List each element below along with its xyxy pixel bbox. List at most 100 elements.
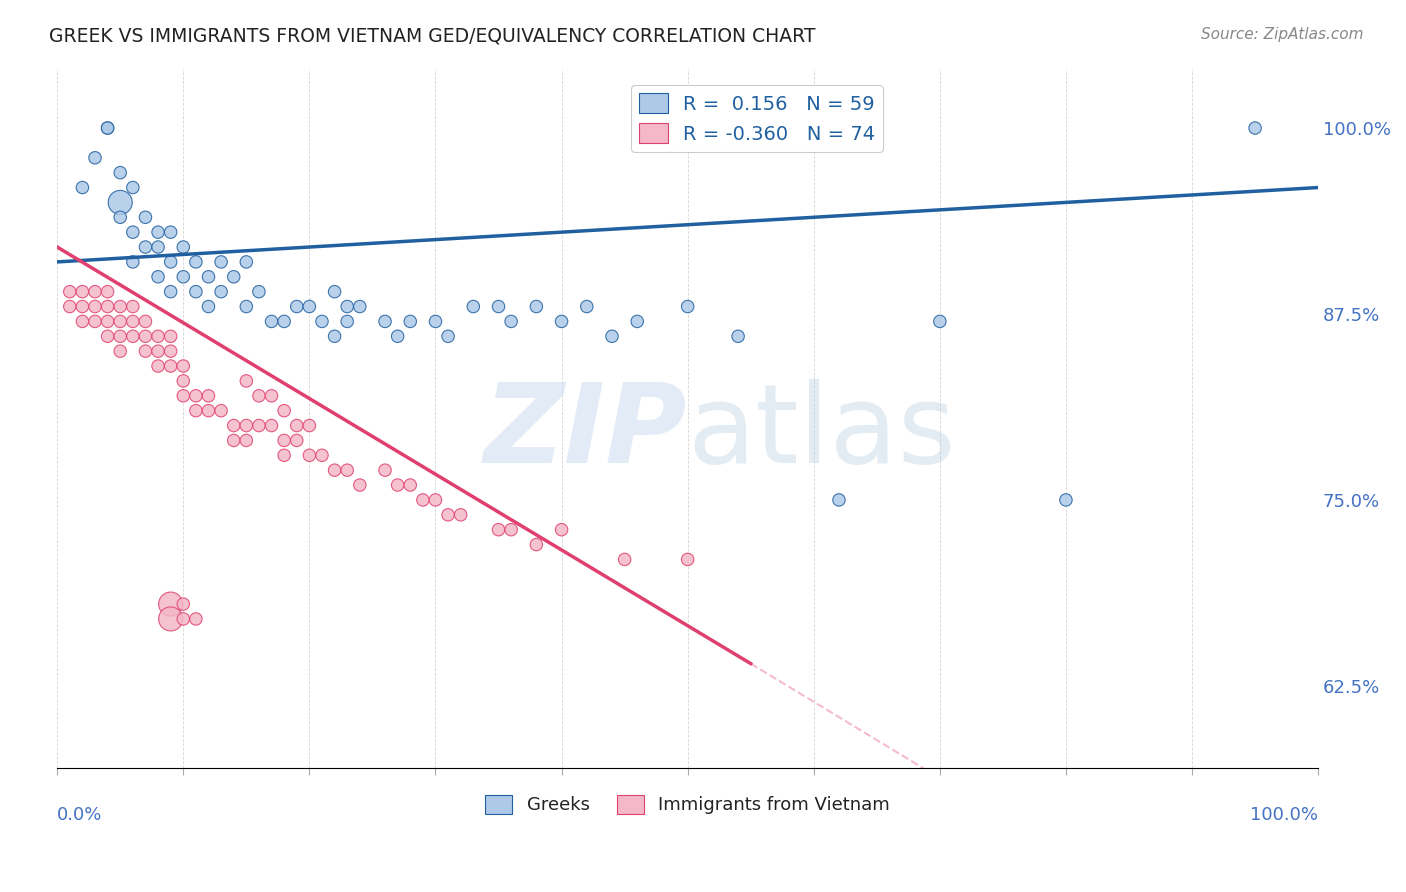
- Point: [197, 269, 219, 284]
- Point: [323, 329, 346, 343]
- Point: [501, 523, 523, 537]
- Point: [159, 597, 181, 611]
- Point: [374, 463, 396, 477]
- Point: [59, 285, 82, 299]
- Point: [172, 612, 194, 626]
- Point: [172, 240, 194, 254]
- Point: [235, 300, 257, 314]
- Point: [72, 300, 94, 314]
- Point: [235, 255, 257, 269]
- Point: [273, 434, 295, 448]
- Point: [110, 344, 132, 359]
- Point: [209, 403, 232, 417]
- Point: [84, 314, 107, 328]
- Point: [184, 255, 207, 269]
- Point: [323, 285, 346, 299]
- Point: [121, 329, 143, 343]
- Point: [97, 285, 120, 299]
- Point: [84, 285, 107, 299]
- Point: [550, 523, 572, 537]
- Point: [184, 285, 207, 299]
- Point: [121, 180, 143, 194]
- Text: Source: ZipAtlas.com: Source: ZipAtlas.com: [1201, 27, 1364, 42]
- Point: [626, 314, 648, 328]
- Point: [159, 329, 181, 343]
- Point: [197, 300, 219, 314]
- Text: GREEK VS IMMIGRANTS FROM VIETNAM GED/EQUIVALENCY CORRELATION CHART: GREEK VS IMMIGRANTS FROM VIETNAM GED/EQU…: [49, 27, 815, 45]
- Point: [197, 389, 219, 403]
- Point: [121, 225, 143, 239]
- Point: [110, 329, 132, 343]
- Point: [184, 389, 207, 403]
- Point: [247, 389, 270, 403]
- Legend: Greeks, Immigrants from Vietnam: Greeks, Immigrants from Vietnam: [478, 788, 897, 822]
- Text: ZIP: ZIP: [484, 378, 688, 485]
- Text: atlas: atlas: [688, 378, 956, 485]
- Point: [110, 300, 132, 314]
- Point: [97, 300, 120, 314]
- Point: [72, 285, 94, 299]
- Point: [235, 418, 257, 433]
- Point: [84, 151, 107, 165]
- Point: [285, 434, 308, 448]
- Point: [121, 300, 143, 314]
- Point: [260, 389, 283, 403]
- Point: [613, 552, 636, 566]
- Point: [121, 255, 143, 269]
- Point: [59, 300, 82, 314]
- Point: [575, 300, 598, 314]
- Point: [159, 359, 181, 373]
- Point: [463, 300, 485, 314]
- Point: [134, 344, 156, 359]
- Point: [209, 255, 232, 269]
- Point: [298, 300, 321, 314]
- Point: [285, 300, 308, 314]
- Point: [550, 314, 572, 328]
- Point: [97, 329, 120, 343]
- Point: [159, 285, 181, 299]
- Point: [172, 389, 194, 403]
- Point: [311, 314, 333, 328]
- Point: [146, 225, 169, 239]
- Point: [184, 612, 207, 626]
- Point: [437, 329, 460, 343]
- Point: [524, 537, 547, 551]
- Point: [247, 418, 270, 433]
- Point: [172, 374, 194, 388]
- Point: [349, 300, 371, 314]
- Point: [97, 121, 120, 136]
- Point: [172, 269, 194, 284]
- Point: [488, 523, 510, 537]
- Point: [374, 314, 396, 328]
- Point: [247, 285, 270, 299]
- Point: [260, 418, 283, 433]
- Point: [425, 314, 447, 328]
- Point: [323, 463, 346, 477]
- Point: [222, 418, 245, 433]
- Point: [209, 285, 232, 299]
- Point: [159, 344, 181, 359]
- Point: [298, 448, 321, 462]
- Text: 100.0%: 100.0%: [1250, 806, 1319, 824]
- Point: [159, 255, 181, 269]
- Point: [676, 300, 699, 314]
- Point: [450, 508, 472, 522]
- Point: [425, 492, 447, 507]
- Point: [1244, 121, 1267, 136]
- Point: [134, 329, 156, 343]
- Point: [235, 434, 257, 448]
- Point: [197, 403, 219, 417]
- Point: [146, 240, 169, 254]
- Point: [399, 314, 422, 328]
- Point: [84, 300, 107, 314]
- Point: [273, 314, 295, 328]
- Point: [1054, 492, 1077, 507]
- Point: [298, 418, 321, 433]
- Point: [676, 552, 699, 566]
- Point: [222, 269, 245, 284]
- Point: [437, 508, 460, 522]
- Point: [146, 344, 169, 359]
- Point: [387, 478, 409, 492]
- Point: [134, 240, 156, 254]
- Point: [336, 463, 359, 477]
